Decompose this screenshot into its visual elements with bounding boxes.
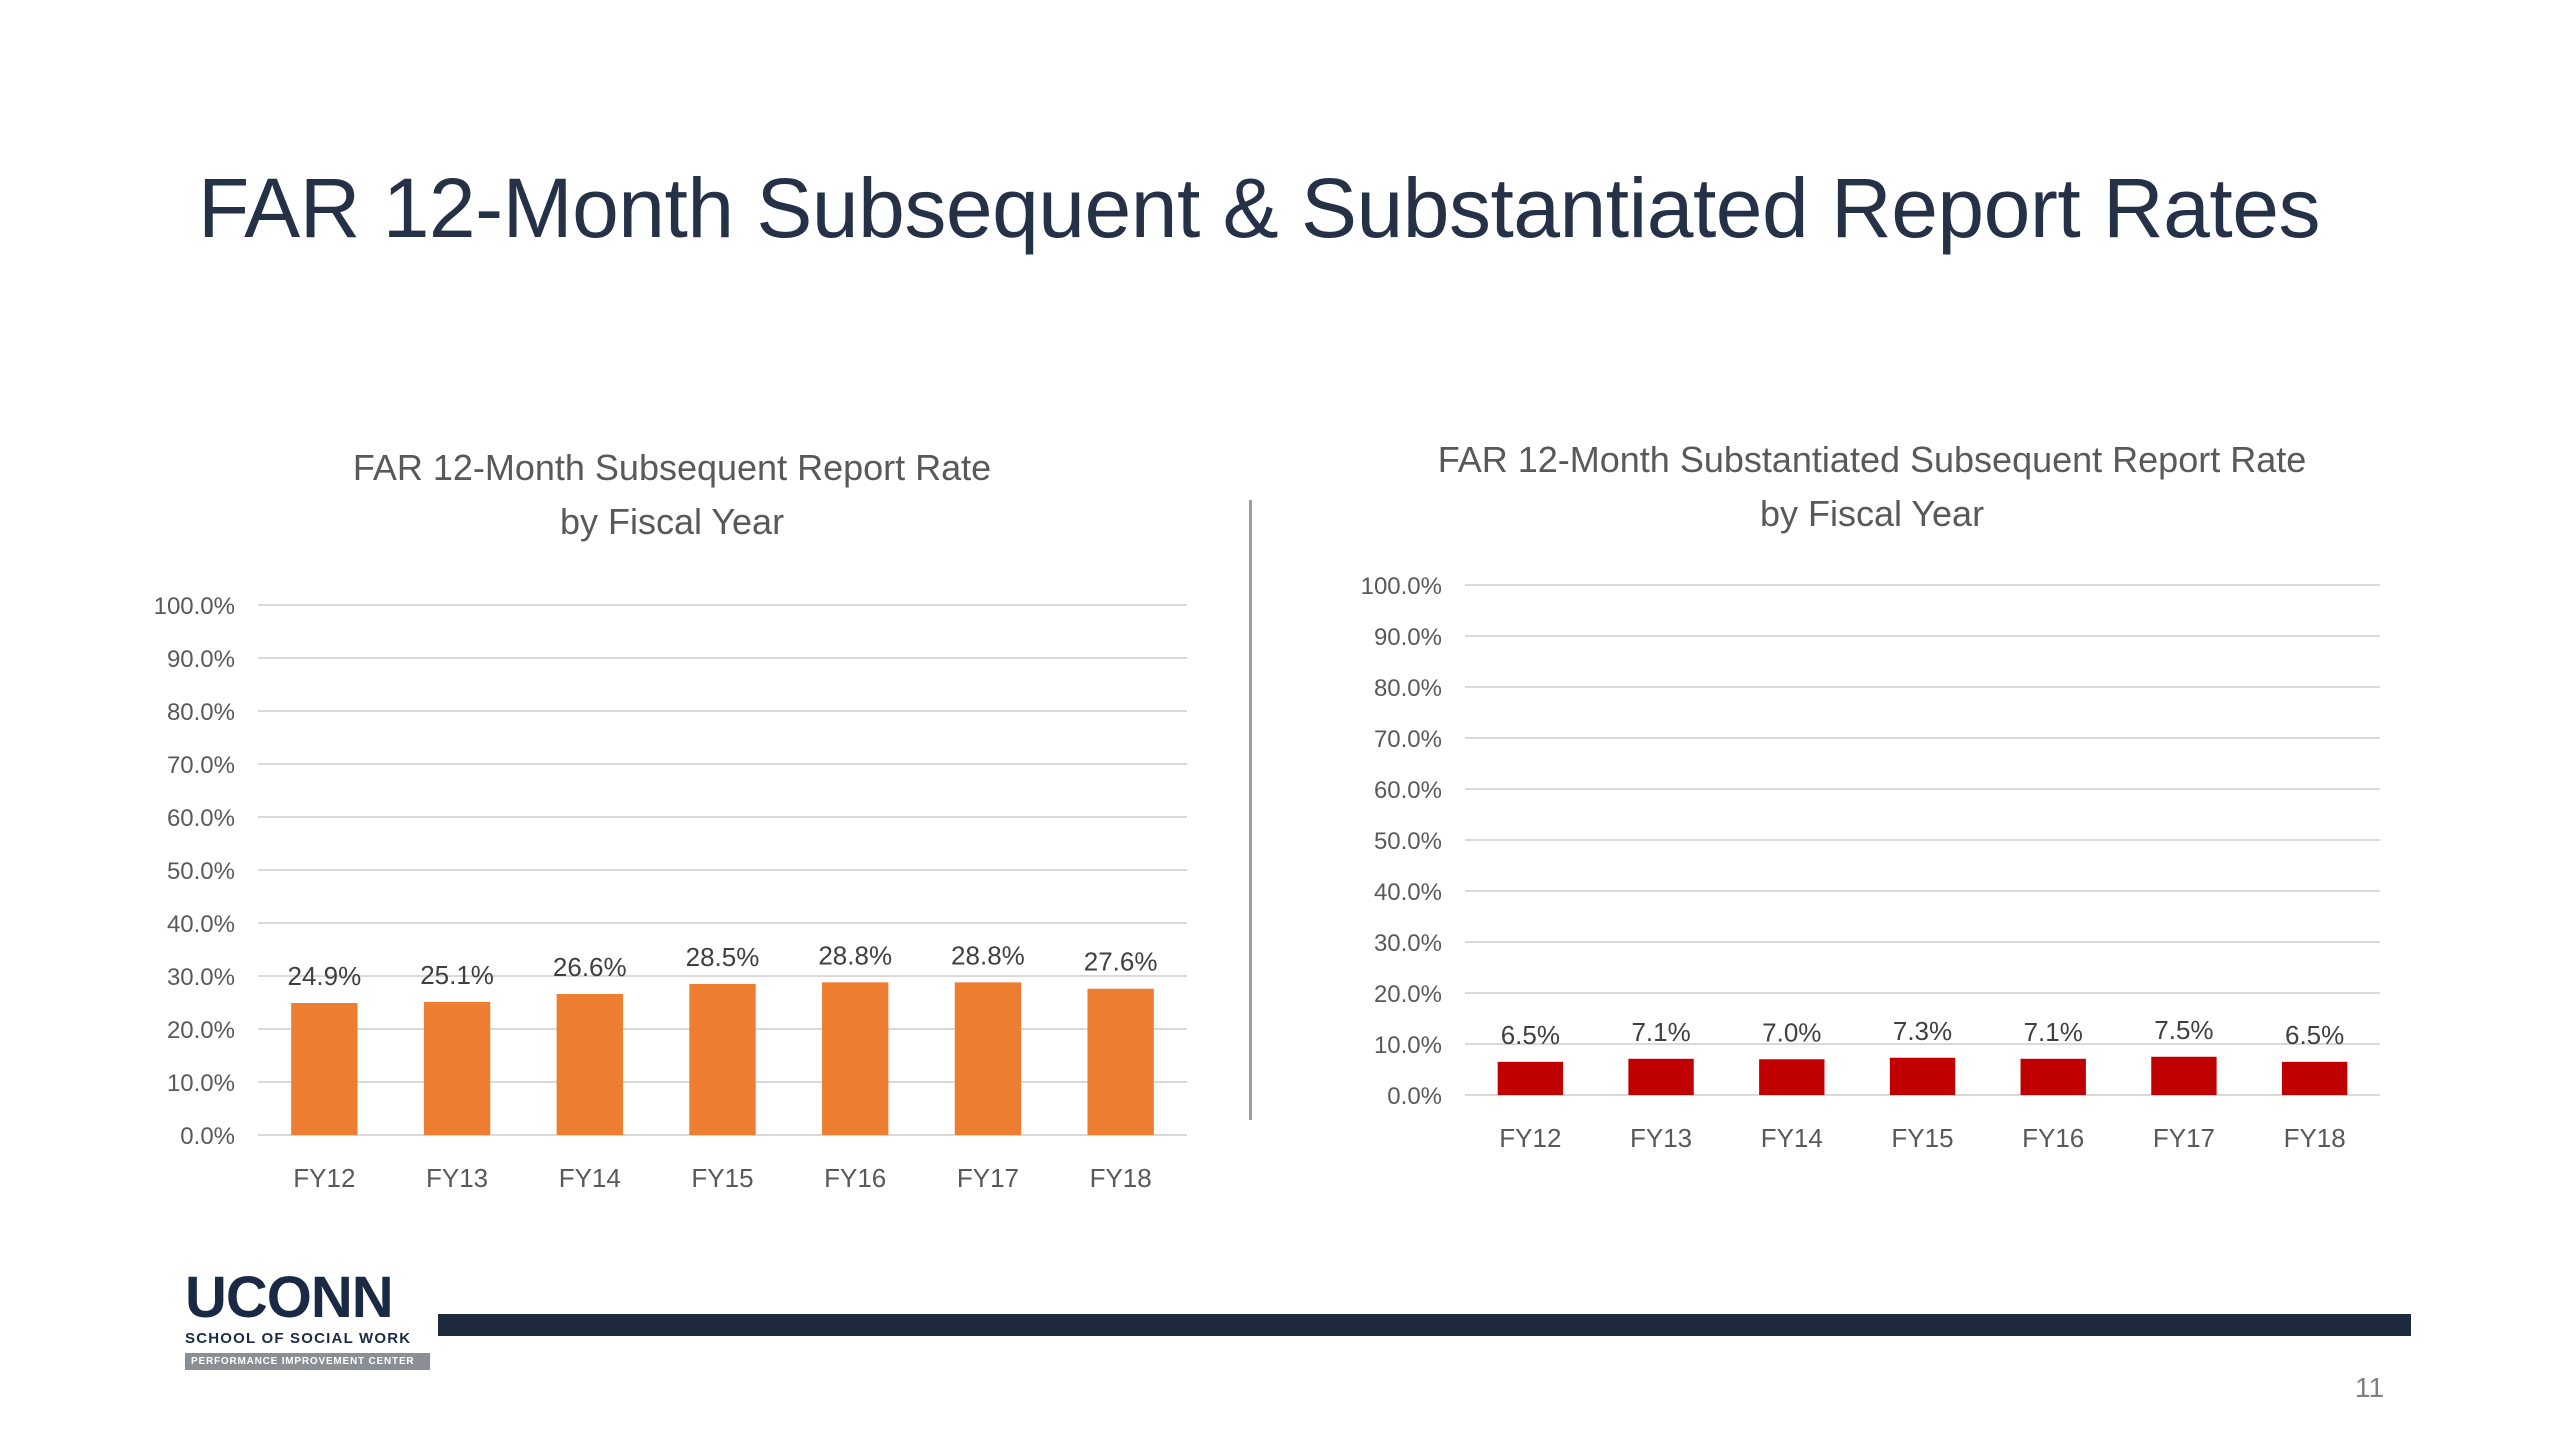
data-label: 25.1% [420, 960, 494, 990]
data-label: 24.9% [287, 961, 361, 991]
y-tick-label: 30.0% [167, 964, 235, 991]
y-tick-label: 50.0% [1374, 828, 1442, 855]
chart-title-line: by Fiscal Year [560, 501, 784, 542]
footer-bar [438, 1314, 2411, 1336]
y-tick-label: 90.0% [167, 646, 235, 673]
x-tick-label: FY16 [2022, 1123, 2084, 1153]
y-tick-label: 50.0% [167, 858, 235, 885]
bar-fy13 [423, 1001, 491, 1135]
chart-subsequent-report-rate: FAR 12-Month Subsequent Report Rate by Fi… [154, 447, 1187, 1193]
y-tick-label: 10.0% [1374, 1032, 1442, 1059]
bar-fy14 [556, 994, 623, 1135]
y-tick-label: 70.0% [1374, 726, 1442, 753]
data-label: 7.3% [1893, 1016, 1952, 1046]
y-tick-label: 70.0% [167, 752, 235, 779]
y-tick-label: 20.0% [167, 1017, 235, 1044]
bar-fy12 [1497, 1061, 1564, 1095]
data-label: 28.5% [686, 942, 760, 972]
y-tick-label: 60.0% [167, 805, 235, 832]
uconn-logo: UCONN SCHOOL OF SOCIAL WORK PERFORMANCE … [185, 1268, 430, 1370]
bar-fy18 [1087, 988, 1154, 1135]
y-tick-label: 20.0% [1374, 981, 1442, 1008]
x-tick-label: FY18 [2284, 1123, 2346, 1153]
x-tick-label: FY16 [824, 1163, 886, 1193]
logo-subtitle: SCHOOL OF SOCIAL WORK [185, 1330, 412, 1347]
data-label: 6.5% [1501, 1020, 1560, 1050]
y-tick-label: 0.0% [180, 1123, 235, 1150]
bar-fy13 [1628, 1058, 1694, 1095]
bar-fy16 [822, 982, 889, 1135]
data-label: 6.5% [2285, 1020, 2344, 1050]
data-label: 7.1% [2024, 1017, 2083, 1047]
y-tick-label: 0.0% [1387, 1083, 1442, 1110]
x-tick-label: FY13 [426, 1163, 488, 1193]
data-label: 26.6% [553, 952, 627, 982]
chart-title-line: FAR 12-Month Subsequent Report Rate [353, 447, 991, 488]
x-tick-label: FY14 [559, 1163, 621, 1193]
x-tick-label: FY13 [1630, 1123, 1692, 1153]
y-tick-label: 10.0% [167, 1070, 235, 1097]
data-label: 7.5% [2154, 1015, 2213, 1045]
bar-fy15 [689, 983, 756, 1135]
bar-fy16 [2020, 1058, 2086, 1095]
x-tick-label: FY12 [293, 1163, 355, 1193]
bar-fy12 [291, 1003, 358, 1135]
x-tick-label: FY14 [1761, 1123, 1823, 1153]
y-tick-label: 80.0% [1374, 675, 1442, 702]
bar-fy15 [1889, 1057, 1956, 1095]
chart-title-line: by Fiscal Year [1760, 493, 1984, 534]
data-label: 28.8% [951, 940, 1025, 970]
bar-fy17 [2151, 1056, 2217, 1095]
y-tick-label: 100.0% [1361, 573, 1442, 600]
x-tick-label: FY12 [1499, 1123, 1561, 1153]
page-number: 11 [2355, 1372, 2385, 1403]
y-tick-label: 60.0% [1374, 777, 1442, 804]
chart-title-line: FAR 12-Month Substantiated Subsequent Re… [1438, 439, 2307, 480]
y-tick-label: 80.0% [167, 699, 235, 726]
logo-band: PERFORMANCE IMPROVEMENT CENTER [185, 1353, 430, 1370]
bar-fy18 [2281, 1061, 2348, 1095]
bar-fy17 [954, 982, 1022, 1135]
logo-wordmark: UCONN [185, 1265, 394, 1330]
data-label: 7.0% [1762, 1017, 1821, 1047]
data-label: 27.6% [1084, 947, 1158, 977]
chart-divider [1249, 500, 1252, 1120]
x-tick-label: FY15 [1891, 1123, 1953, 1153]
slide-title: FAR 12-Month Subsequent & Substantiated … [198, 161, 2320, 255]
x-tick-label: FY17 [957, 1163, 1019, 1193]
x-tick-label: FY15 [691, 1163, 753, 1193]
y-tick-label: 100.0% [154, 593, 235, 620]
data-label: 28.8% [818, 940, 892, 970]
x-tick-label: FY18 [1090, 1163, 1152, 1193]
bar-fy14 [1759, 1059, 1825, 1095]
chart-substantiated-report-rate: FAR 12-Month Substantiated Subsequent Re… [1361, 439, 2380, 1153]
x-tick-label: FY17 [2153, 1123, 2215, 1153]
y-tick-label: 90.0% [1374, 624, 1442, 651]
y-tick-label: 30.0% [1374, 930, 1442, 957]
y-tick-label: 40.0% [1374, 879, 1442, 906]
y-tick-label: 40.0% [167, 911, 235, 938]
data-label: 7.1% [1631, 1017, 1690, 1047]
